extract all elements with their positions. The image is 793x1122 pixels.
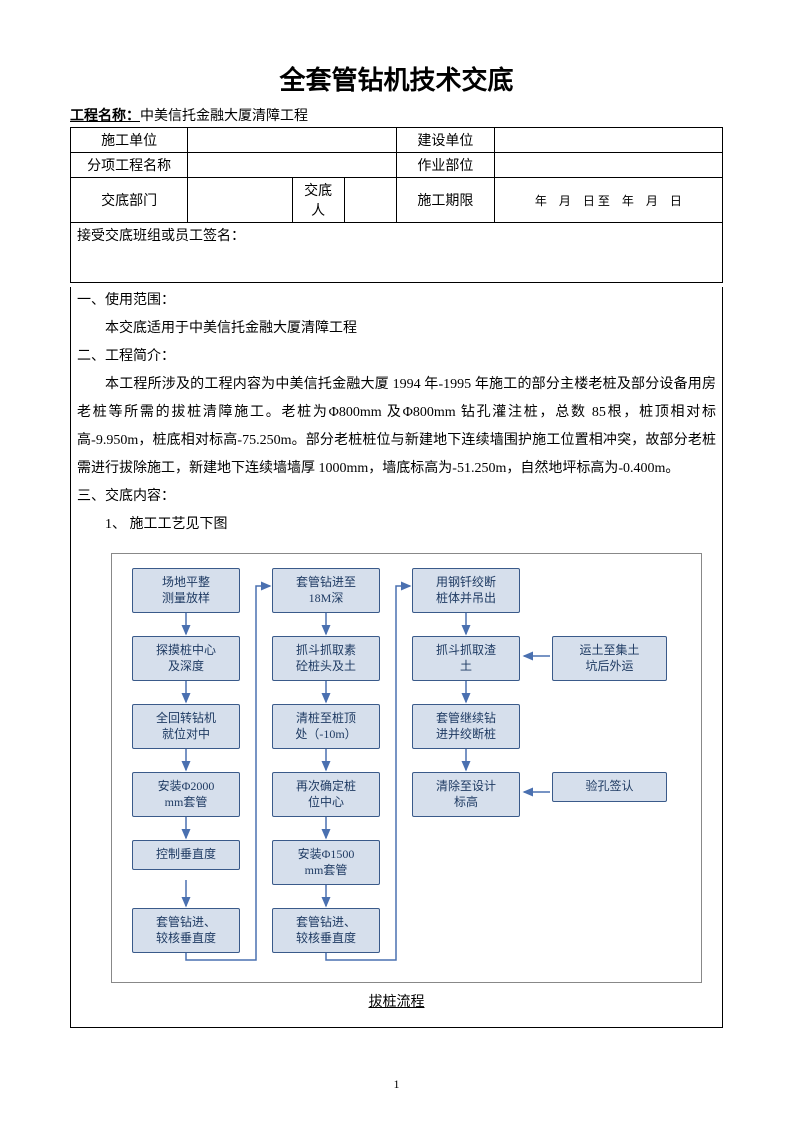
project-label: 工程名称： [70, 109, 140, 124]
page-number: 1 [0, 1077, 793, 1092]
flow-node: 套管钻进、较核垂直度 [272, 908, 380, 953]
cell-dept-label: 交底部门 [71, 178, 188, 223]
flow-node: 清桩至桩顶处（-10m） [272, 704, 380, 749]
section-3-title: 三、交底内容： [77, 483, 716, 511]
flow-node: 套管继续钻进并绞断桩 [412, 704, 520, 749]
flow-node: 安装Φ2000mm套管 [132, 772, 240, 817]
cell-build-unit-value[interactable] [494, 128, 722, 153]
cell-dept-value-wrap: 交底人 [188, 178, 397, 223]
cell-construction-unit-value[interactable] [188, 128, 397, 153]
flow-node: 控制垂直度 [132, 840, 240, 870]
flow-node: 清除至设计标高 [412, 772, 520, 817]
flowchart-caption: 拔桩流程 [71, 991, 722, 1011]
section-1-title: 一、使用范围： [77, 287, 716, 315]
header-table: 施工单位 建设单位 分项工程名称 作业部位 交底部门 交底人 施工期限 年 月 … [70, 127, 723, 283]
section-2-p1: 本工程所涉及的工程内容为中美信托金融大厦 1994 年-1995 年施工的部分主… [77, 371, 716, 483]
section-3-item1: 1、 施工工艺见下图 [77, 511, 716, 539]
cell-signature[interactable]: 接受交底班组或员工签名： [71, 223, 723, 283]
cell-discloser-value[interactable] [344, 178, 396, 222]
cell-construction-unit-label: 施工单位 [71, 128, 188, 153]
flow-node: 探摸桩中心及深度 [132, 636, 240, 681]
cell-period-value[interactable]: 年 月 日 至 年 月 日 [494, 178, 722, 223]
flow-node: 套管钻进、较核垂直度 [132, 908, 240, 953]
body-text: 一、使用范围： 本交底适用于中美信托金融大厦清障工程 二、工程简介： 本工程所涉… [71, 287, 722, 539]
flow-node: 用钢钎绞断桩体并吊出 [412, 568, 520, 613]
cell-period-label: 施工期限 [396, 178, 494, 223]
cell-subproject-label: 分项工程名称 [71, 153, 188, 178]
flow-node: 抓斗抓取渣土 [412, 636, 520, 681]
flow-node: 运土至集土坑后外运 [552, 636, 667, 681]
flow-node: 安装Φ1500mm套管 [272, 840, 380, 885]
flow-node: 再次确定桩位中心 [272, 772, 380, 817]
cell-build-unit-label: 建设单位 [396, 128, 494, 153]
content-border: 一、使用范围： 本交底适用于中美信托金融大厦清障工程 二、工程简介： 本工程所涉… [70, 287, 723, 1028]
document-title: 全套管钻机技术交底 [70, 60, 723, 97]
section-1-p1: 本交底适用于中美信托金融大厦清障工程 [77, 315, 716, 343]
flow-node: 验孔签认 [552, 772, 667, 802]
cell-discloser-label: 交底人 [292, 178, 344, 222]
flow-node: 抓斗抓取素砼桩头及土 [272, 636, 380, 681]
flow-node: 场地平整测量放样 [132, 568, 240, 613]
project-name: 中美信托金融大厦清障工程 [140, 109, 308, 124]
cell-dept-value[interactable] [188, 178, 292, 222]
flow-node: 全回转钻机就位对中 [132, 704, 240, 749]
page: 全套管钻机技术交底 工程名称：中美信托金融大厦清障工程 施工单位 建设单位 分项… [0, 0, 793, 1122]
cell-workpart-value[interactable] [494, 153, 722, 178]
flow-node: 套管钻进至18M深 [272, 568, 380, 613]
section-2-title: 二、工程简介： [77, 343, 716, 371]
project-line: 工程名称：中美信托金融大厦清障工程 [70, 105, 723, 125]
flowchart-container: 场地平整测量放样探摸桩中心及深度全回转钻机就位对中安装Φ2000mm套管控制垂直… [111, 553, 702, 983]
cell-workpart-label: 作业部位 [396, 153, 494, 178]
cell-subproject-value[interactable] [188, 153, 397, 178]
